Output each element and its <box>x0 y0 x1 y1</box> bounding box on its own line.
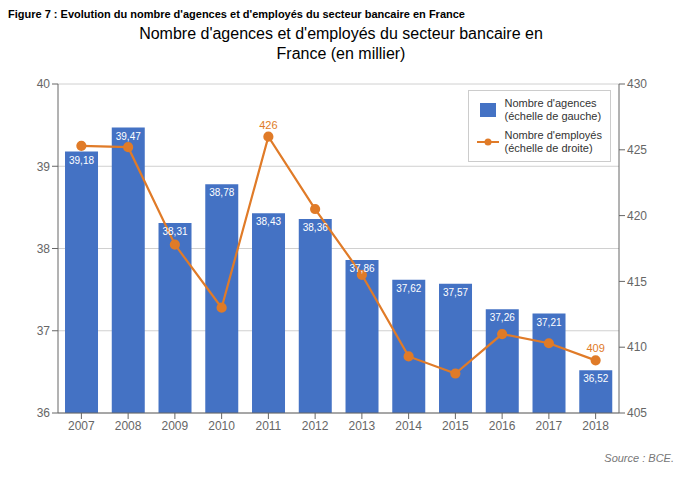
svg-text:37,57: 37,57 <box>443 287 468 298</box>
svg-text:39: 39 <box>37 160 51 174</box>
svg-text:2010: 2010 <box>208 419 235 433</box>
svg-text:36: 36 <box>37 406 51 420</box>
svg-text:2011: 2011 <box>255 419 281 433</box>
svg-text:36,52: 36,52 <box>583 373 608 384</box>
svg-text:2016: 2016 <box>489 419 516 433</box>
svg-text:430: 430 <box>627 77 647 91</box>
svg-text:37: 37 <box>37 324 51 338</box>
svg-text:426: 426 <box>259 119 277 131</box>
svg-text:425: 425 <box>627 143 647 157</box>
svg-text:37,26: 37,26 <box>490 312 515 323</box>
html-text:Nombre d'agences (échelle de g: Nombre d'agences (échelle de gauche) <box>504 97 602 122</box>
html-text:Source : BCE.: Source : BCE. <box>604 452 674 464</box>
svg-text:2018: 2018 <box>582 419 609 433</box>
svg-text:40: 40 <box>37 77 51 91</box>
svg-text:38,31: 38,31 <box>162 226 187 237</box>
html-text:Nombre d'employés (échelle de: Nombre d'employés (échelle de droite) <box>504 129 602 154</box>
svg-text:2013: 2013 <box>349 419 376 433</box>
svg-text:415: 415 <box>627 275 647 289</box>
html-text:Figure 7 : Evolution du nombre: Figure 7 : Evolution du nombre d'agences… <box>8 8 465 20</box>
svg-text:2014: 2014 <box>395 419 422 433</box>
svg-text:405: 405 <box>627 406 647 420</box>
svg-text:38,43: 38,43 <box>256 216 281 227</box>
svg-text:2007: 2007 <box>68 419 95 433</box>
svg-text:420: 420 <box>627 209 647 223</box>
svg-text:2008: 2008 <box>115 419 142 433</box>
svg-text:409: 409 <box>586 342 604 354</box>
svg-text:410: 410 <box>627 340 647 354</box>
svg-text:2015: 2015 <box>442 419 469 433</box>
svg-text:38,36: 38,36 <box>303 222 328 233</box>
svg-text:2009: 2009 <box>162 419 189 433</box>
svg-text:39,47: 39,47 <box>116 131 141 142</box>
svg-text:37,86: 37,86 <box>349 263 374 274</box>
svg-text:2012: 2012 <box>302 419 329 433</box>
html-text:Nombre d'agences et d'employés: Nombre d'agences et d'employés du secteu… <box>139 25 543 62</box>
svg-text:38: 38 <box>37 242 51 256</box>
svg-text:37,62: 37,62 <box>396 283 421 294</box>
svg-text:2017: 2017 <box>536 419 563 433</box>
svg-text:39,18: 39,18 <box>69 155 94 166</box>
svg-text:38,78: 38,78 <box>209 187 234 198</box>
svg-text:37,21: 37,21 <box>536 317 561 328</box>
